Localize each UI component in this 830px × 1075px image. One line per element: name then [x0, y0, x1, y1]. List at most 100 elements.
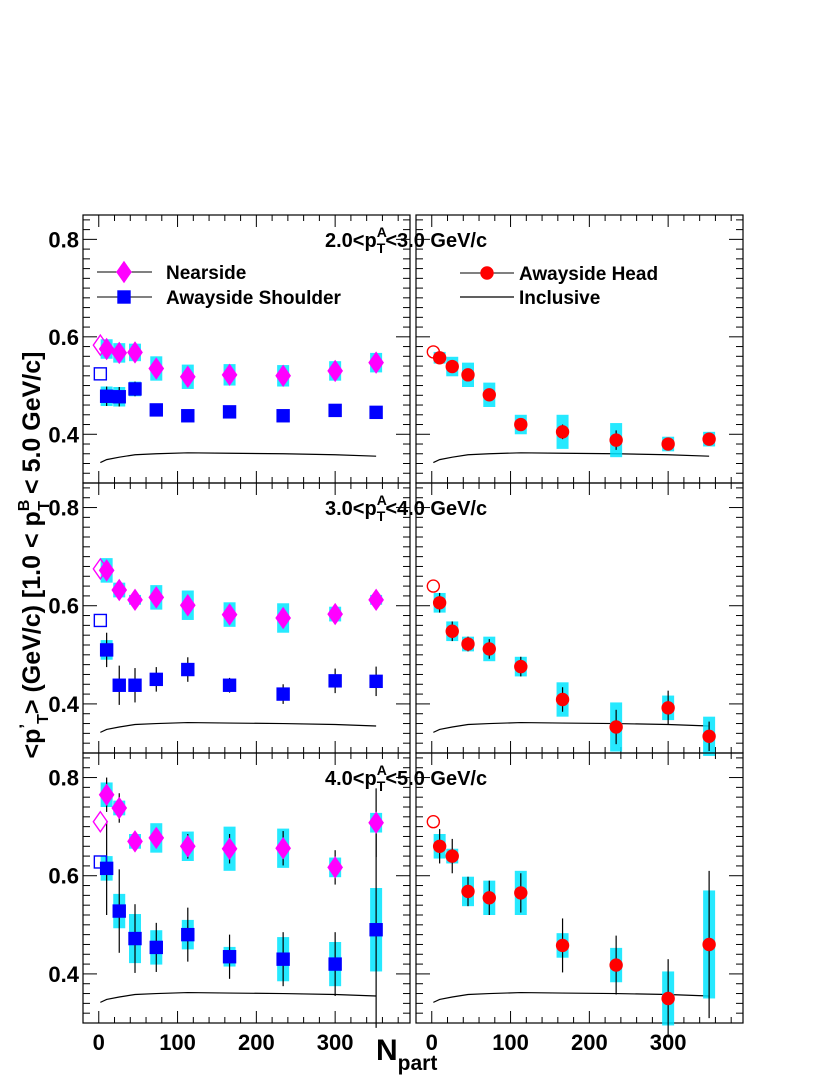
head-marker	[609, 958, 623, 972]
nearside-marker	[327, 359, 343, 383]
shoulder-marker	[128, 931, 142, 946]
head-marker	[461, 368, 475, 382]
shoulder-marker	[222, 405, 237, 419]
inclusive-line	[433, 452, 710, 464]
x-tick-label: 300	[650, 1030, 687, 1055]
head-marker	[609, 433, 623, 447]
head-marker	[445, 849, 459, 863]
pt-range-label-part: T	[377, 508, 386, 524]
head-marker	[555, 425, 570, 439]
x-tick-label: 100	[492, 1030, 529, 1055]
pt-range-label-part: <3.0 GeV/c	[385, 230, 487, 252]
x-tick-label: 200	[571, 1030, 608, 1055]
y-tick-label: 0.4	[48, 692, 79, 717]
shoulder-marker	[128, 678, 142, 692]
pt-range-label-part: A	[377, 492, 387, 508]
nearside-marker	[111, 341, 128, 365]
head-marker	[514, 417, 528, 432]
shoulder-marker	[222, 950, 237, 964]
nearside-marker	[179, 594, 196, 617]
nearside-marker	[98, 783, 115, 806]
pt-range-label-part: A	[377, 762, 387, 778]
nearside-marker	[327, 602, 343, 626]
y-tick-label: 0.6	[48, 594, 79, 619]
nearside-open-marker	[92, 810, 109, 833]
nearside-marker	[179, 835, 196, 858]
nearside-marker	[221, 603, 238, 626]
shoulder-marker	[112, 678, 126, 692]
pt-range-label-part: 4.0<p	[325, 768, 377, 790]
nearside-marker	[275, 364, 291, 388]
head-open-marker	[426, 815, 441, 829]
legend-label-inclusive: Inclusive	[519, 288, 600, 309]
nearside-marker	[98, 559, 115, 582]
head-marker	[702, 937, 716, 952]
shoulder-marker	[112, 904, 126, 918]
head-marker	[445, 624, 459, 638]
legend-nearside-marker	[116, 260, 132, 284]
legend-label-shoulder: Awayside Shoulder	[166, 288, 342, 309]
head-marker	[432, 596, 447, 610]
shoulder-marker	[328, 674, 342, 688]
y-axis-title: <p’T> (GeV/c) [1.0 < pB T < 5.0 GeV/c]	[16, 352, 53, 759]
nearside-marker	[368, 588, 384, 612]
nearside-marker	[98, 337, 115, 361]
x-tick-label: 200	[238, 1030, 275, 1055]
shoulder-marker	[369, 674, 383, 689]
nearside-marker	[221, 363, 238, 387]
pt-range-label-part: T	[377, 778, 386, 794]
shoulder-marker	[149, 940, 163, 955]
nearside-marker	[179, 365, 196, 388]
legend-label-head: Awayside Head	[519, 264, 658, 285]
shoulder-marker	[328, 403, 342, 418]
y-tick-label: 0.8	[48, 766, 79, 791]
shoulder-marker	[369, 923, 383, 937]
head-marker	[445, 359, 459, 374]
shoulder-marker	[181, 409, 195, 423]
nearside-marker	[127, 830, 143, 853]
head-marker	[555, 938, 570, 953]
pt-range-label: 2.0<pA T<3.0 GeV/c	[325, 224, 487, 256]
nearside-marker	[368, 811, 384, 834]
nearside-marker	[148, 826, 165, 850]
head-marker	[609, 720, 623, 734]
inclusive-line	[433, 721, 710, 733]
pt-range-label-part: T	[377, 240, 386, 256]
y-tick-label: 0.6	[48, 325, 79, 350]
shoulder-marker	[276, 952, 290, 966]
nearside-marker	[148, 586, 165, 609]
head-open-marker	[426, 579, 441, 593]
y-tick-label: 0.4	[48, 962, 79, 987]
head-marker	[661, 437, 675, 451]
panel-frame-r2c1	[415, 752, 744, 1024]
shoulder-marker	[328, 957, 342, 971]
y-tick-label: 0.8	[48, 496, 79, 521]
nearside-marker	[221, 837, 238, 860]
head-marker	[514, 659, 528, 674]
pt-range-label-part: 2.0<p	[325, 230, 377, 252]
nearside-marker	[275, 606, 291, 630]
shoulder-marker	[276, 687, 290, 701]
nearside-marker	[368, 351, 384, 374]
head-marker	[702, 432, 716, 446]
shoulder-marker	[222, 678, 237, 692]
inclusive-line	[100, 452, 377, 464]
legend-label-nearside: Nearside	[166, 263, 246, 284]
shoulder-marker	[181, 662, 195, 677]
shoulder-marker	[99, 389, 114, 403]
axis-labels-layer: <p’T> (GeV/c) [1.0 < pB T < 5.0 GeV/c] Np…	[16, 352, 437, 1075]
shoulder-marker	[128, 382, 142, 396]
panels-layer: 0.40.60.8 2.0<pA T<3.0 GeV/c0.40.60.8 3.0<p…	[48, 214, 744, 1055]
shoulder-marker	[99, 861, 114, 876]
nearside-marker	[327, 856, 343, 879]
inclusive-line	[100, 721, 377, 733]
shoulder-marker	[369, 405, 383, 420]
head-marker	[432, 839, 447, 853]
legend-head-marker	[480, 266, 494, 280]
y-tick-label: 0.8	[48, 227, 79, 252]
nearside-marker	[127, 341, 143, 364]
x-tick-label: 0	[426, 1030, 438, 1055]
head-marker	[555, 692, 570, 707]
pt-range-label-part: A	[377, 224, 387, 240]
pt-range-label-part: <5.0 GeV/c	[385, 768, 487, 790]
